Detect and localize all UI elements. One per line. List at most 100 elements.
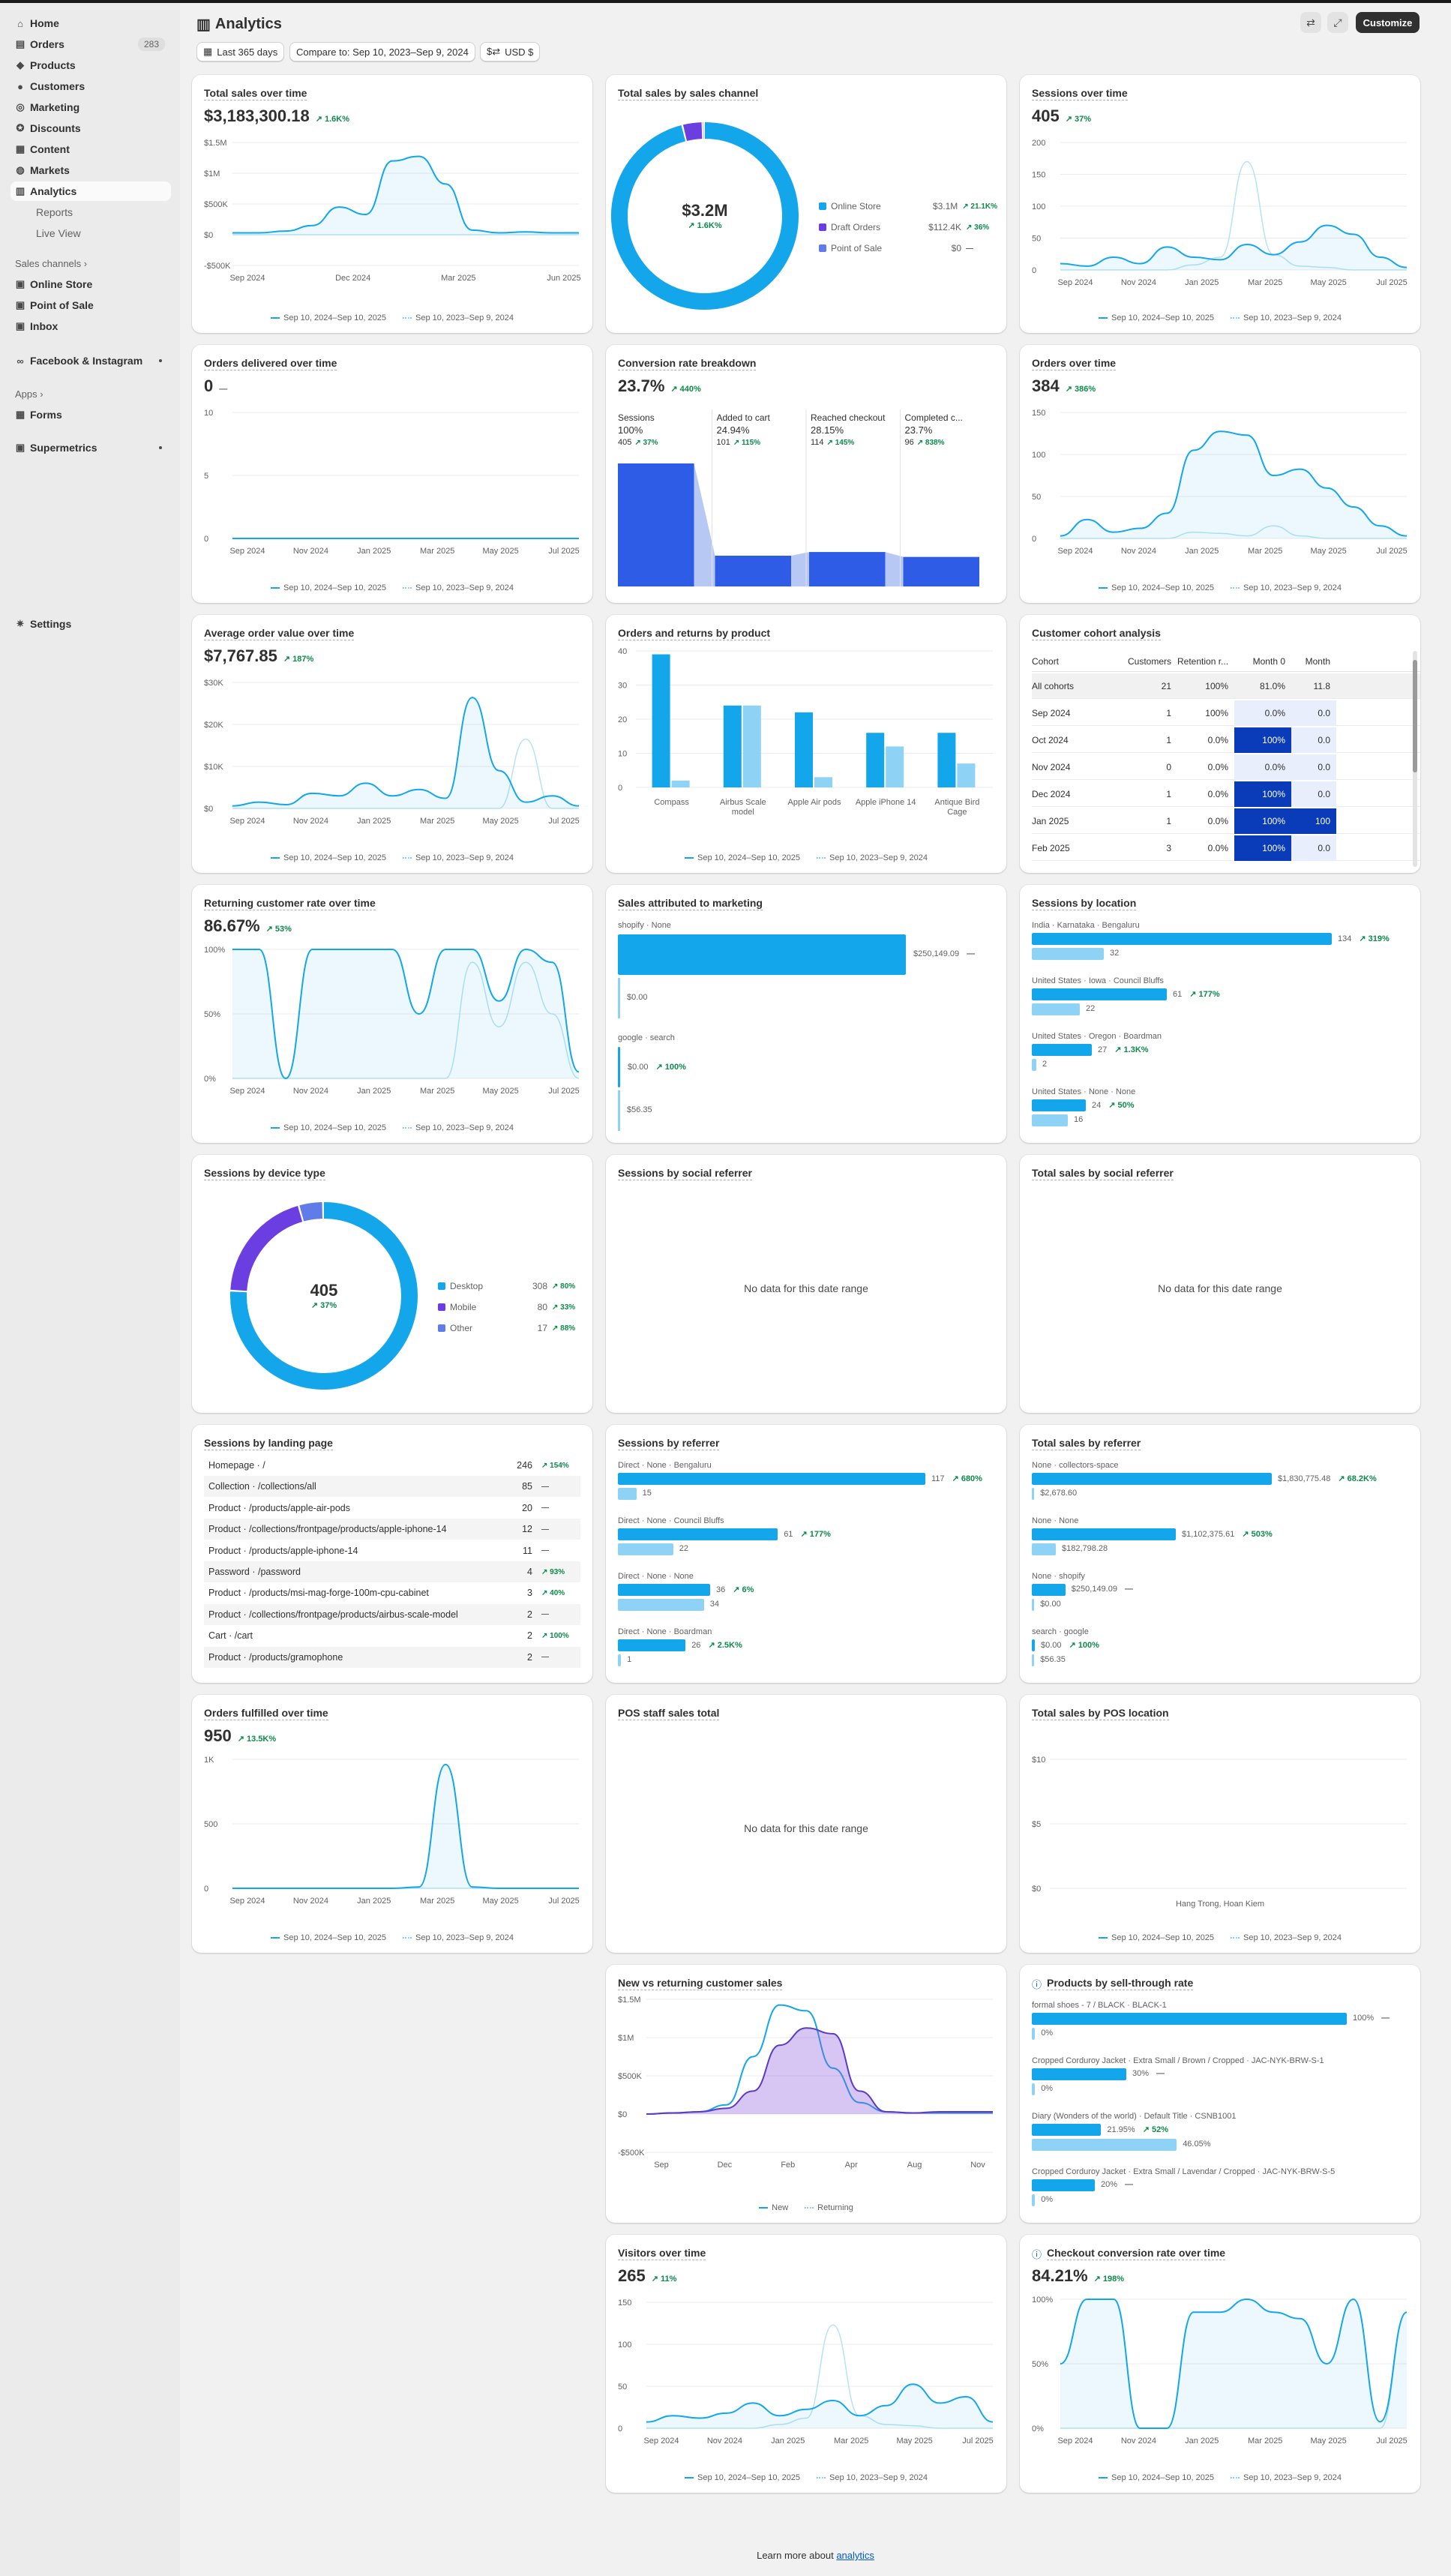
cohort-header-cell[interactable]: Month 0 [1252,655,1285,667]
customize-button[interactable]: Customize [1356,12,1420,33]
bar-previous[interactable] [1032,1488,1035,1500]
legend-current[interactable]: Sep 10, 2024–Sep 10, 2025 [271,1933,386,1942]
card-title[interactable]: Orders over time [1032,357,1117,370]
bar-previous[interactable] [1032,1003,1080,1015]
legend-previous[interactable]: Sep 10, 2023–Sep 9, 2024 [403,313,514,322]
bar-previous[interactable] [1032,1654,1035,1666]
card-title[interactable]: Sessions by landing page [204,1437,333,1450]
landing-page-row[interactable]: Product · /products/msi-mag-forge-100m-c… [204,1582,580,1603]
nav-item-products[interactable]: ◆ Products [10,55,171,75]
landing-page-row[interactable]: Collection · /collections/all 85 — [204,1476,580,1498]
bar-previous[interactable] [618,1090,620,1131]
legend-current[interactable]: Sep 10, 2024–Sep 10, 2025 [685,2473,800,2482]
legend-previous[interactable]: Sep 10, 2023–Sep 9, 2024 [817,2473,928,2482]
nav-item-online-store[interactable]: ▣ Online Store [10,274,171,294]
legend-current[interactable]: Sep 10, 2024–Sep 10, 2025 [271,1123,386,1132]
nav-item-inbox[interactable]: ▣ Inbox [10,316,171,336]
bar-previous[interactable] [1032,2028,1036,2040]
bar-current[interactable] [1032,1099,1086,1111]
nav-item-point-of-sale[interactable]: ▣ Point of Sale [10,295,171,315]
card-title[interactable]: Total sales by POS location [1032,1707,1169,1720]
bar-previous[interactable] [1032,1543,1056,1555]
fullscreen-icon[interactable]: ⤢ [1327,12,1348,33]
card-title[interactable]: Sales attributed to marketing [618,897,763,910]
bar-previous[interactable] [1032,948,1104,960]
scrollbar-thumb[interactable] [1413,660,1417,772]
nav-item-facebook-instagram[interactable]: ∞ Facebook & Instagram [10,351,171,370]
nav-item-orders[interactable]: ▤ Orders 283 [10,34,171,54]
bar-previous[interactable] [618,1488,637,1500]
card-title[interactable]: Visitors over time [618,2247,706,2260]
card-title[interactable]: Sessions by social referrer [618,1167,752,1180]
card-title[interactable]: Total sales over time [204,87,307,100]
card-title[interactable]: Customer cohort analysis [1032,627,1161,640]
legend-previous[interactable]: Sep 10, 2023–Sep 9, 2024 [403,1123,514,1132]
legend-current[interactable]: Sep 10, 2024–Sep 10, 2025 [685,853,800,862]
nav-item-supermetrics[interactable]: ▣ Supermetrics [10,438,171,457]
card-title[interactable]: Returning customer rate over time [204,897,376,910]
card-title[interactable]: Orders and returns by product [618,627,771,640]
card-title[interactable]: Sessions by device type [204,1167,325,1180]
bar-current[interactable] [1032,2179,1095,2191]
cohort-header-cell[interactable]: Retention r... [1177,655,1229,667]
card-title[interactable]: Orders delivered over time [204,357,337,370]
donut-legend-item[interactable]: Draft Orders $112.4K ↗ 36% [819,220,997,234]
info-icon[interactable]: ⓘ [1032,2249,1042,2260]
card-title[interactable]: Sessions by referrer [618,1437,720,1450]
card-title[interactable]: Products by sell-through rate [1047,1977,1194,1990]
bar-current[interactable] [1032,2124,1102,2136]
bar-previous[interactable] [1032,2139,1177,2151]
donut-legend-item[interactable]: Desktop 308 ↗ 80% [438,1279,583,1293]
landing-page-row[interactable]: Homepage · / 246 ↗ 154% [204,1455,580,1476]
landing-page-row[interactable]: Product · /products/apple-iphone-14 11 — [204,1540,580,1561]
bar-previous[interactable] [1032,1114,1068,1126]
bar-current[interactable] [618,1584,710,1596]
donut-legend-item[interactable]: Mobile 80 ↗ 33% [438,1300,583,1314]
legend-previous[interactable]: Sep 10, 2023–Sep 9, 2024 [403,1933,514,1942]
nav-item-forms[interactable]: ▦ Forms [10,405,171,424]
legend-current[interactable]: Sep 10, 2024–Sep 10, 2025 [1099,1933,1214,1942]
legend-previous[interactable]: Returning [805,2203,853,2212]
compare-button[interactable]: Compare to: Sep 10, 2023–Sep 9, 2024 [289,42,475,61]
analytics-link[interactable]: analytics [836,2550,874,2561]
bar-previous[interactable] [1032,1599,1035,1611]
nav-item-settings[interactable]: ✷ Settings [10,614,171,634]
legend-previous[interactable]: Sep 10, 2023–Sep 9, 2024 [1231,1933,1342,1942]
nav-item-discounts[interactable]: ✪ Discounts [10,118,171,138]
nav-item-reports[interactable]: Reports [10,202,171,222]
legend-previous[interactable]: Sep 10, 2023–Sep 9, 2024 [1231,583,1342,592]
landing-page-row[interactable]: Product · /products/gramophone 2 — [204,1646,580,1668]
card-title[interactable]: New vs returning customer sales [618,1977,783,1990]
bar-current[interactable] [618,934,906,975]
cohort-header-cell[interactable]: Customers [1127,655,1171,667]
bar-previous[interactable] [618,978,620,1018]
legend-current[interactable]: Sep 10, 2024–Sep 10, 2025 [1099,583,1214,592]
bar-current[interactable] [1032,933,1332,945]
landing-page-row[interactable]: Product · /collections/frontpage/product… [204,1603,580,1625]
legend-previous[interactable]: Sep 10, 2023–Sep 9, 2024 [1231,2473,1342,2482]
legend-current[interactable]: Sep 10, 2024–Sep 10, 2025 [271,313,386,322]
sales-channels-heading[interactable]: Sales channels › [15,258,88,269]
bar-current[interactable] [618,1528,778,1540]
bar-previous[interactable] [618,1543,673,1555]
cohort-header-cell[interactable]: Month [1305,655,1330,667]
legend-previous[interactable]: Sep 10, 2023–Sep 9, 2024 [403,853,514,862]
bar-current[interactable] [1032,1528,1176,1540]
cohort-header-cell[interactable]: Cohort [1032,655,1060,667]
nav-item-live-view[interactable]: Live View [10,223,171,243]
donut-legend-item[interactable]: Other 17 ↗ 88% [438,1321,583,1335]
bar-current[interactable] [1032,988,1167,1000]
info-icon[interactable]: ⓘ [1032,1979,1042,1990]
bar-current[interactable] [1032,2013,1347,2025]
nav-item-home[interactable]: ⌂ Home [10,13,171,33]
date-range-button[interactable]: ▦ Last 365 days [196,42,285,61]
card-title[interactable]: Conversion rate breakdown [618,357,757,370]
bar-current[interactable] [1032,1473,1272,1485]
bar-previous[interactable] [1032,2083,1036,2095]
apps-heading[interactable]: Apps › [15,388,43,400]
bar-current[interactable] [1032,1639,1035,1651]
legend-current[interactable]: Sep 10, 2024–Sep 10, 2025 [271,853,386,862]
legend-current[interactable]: Sep 10, 2024–Sep 10, 2025 [1099,2473,1214,2482]
legend-previous[interactable]: Sep 10, 2023–Sep 9, 2024 [817,853,928,862]
nav-item-content[interactable]: ▦ Content [10,139,171,159]
